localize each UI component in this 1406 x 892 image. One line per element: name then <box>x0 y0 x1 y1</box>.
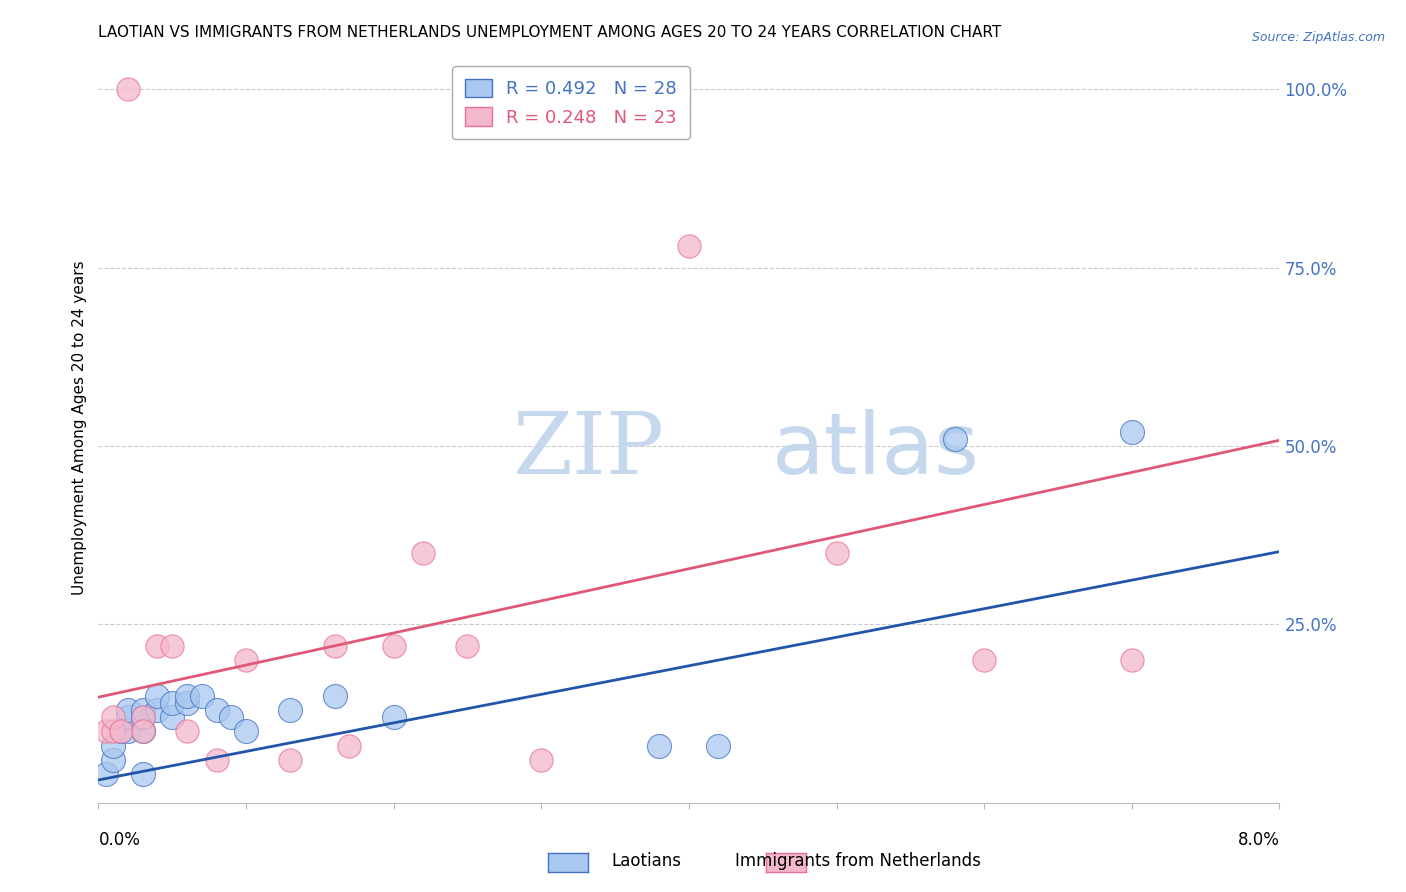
Text: Laotians: Laotians <box>612 852 682 870</box>
Legend: R = 0.492   N = 28, R = 0.248   N = 23: R = 0.492 N = 28, R = 0.248 N = 23 <box>453 66 689 139</box>
Point <box>337 739 360 753</box>
Point <box>132 724 155 739</box>
Point <box>103 753 124 767</box>
Point <box>943 432 966 446</box>
Text: ZIP: ZIP <box>512 409 664 492</box>
Text: Immigrants from Netherlands: Immigrants from Netherlands <box>735 852 980 870</box>
Point <box>110 724 132 739</box>
Point <box>530 753 553 767</box>
Point <box>382 710 405 724</box>
Point <box>117 724 139 739</box>
Point <box>412 546 434 560</box>
Point <box>176 724 198 739</box>
Point <box>103 724 124 739</box>
Point <box>117 710 139 724</box>
Point <box>146 689 169 703</box>
Text: atlas: atlas <box>772 409 980 492</box>
Point <box>278 753 301 767</box>
Point <box>117 82 139 96</box>
Point <box>132 767 155 781</box>
Point <box>146 703 169 717</box>
Point <box>323 689 346 703</box>
Point <box>94 724 117 739</box>
Point <box>205 753 228 767</box>
Point <box>323 639 346 653</box>
Point <box>973 653 995 667</box>
Text: 0.0%: 0.0% <box>98 831 141 849</box>
Point <box>235 724 257 739</box>
Point <box>456 639 478 653</box>
Point <box>94 767 117 781</box>
Point <box>278 703 301 717</box>
Point <box>132 724 155 739</box>
Point <box>103 710 124 724</box>
Point <box>176 689 198 703</box>
Point <box>132 710 155 724</box>
Point <box>117 703 139 717</box>
Point <box>132 703 155 717</box>
Point <box>110 724 132 739</box>
Point <box>205 703 228 717</box>
Point <box>103 739 124 753</box>
Point <box>219 710 242 724</box>
Point <box>707 739 730 753</box>
Point <box>1121 425 1143 439</box>
Text: Source: ZipAtlas.com: Source: ZipAtlas.com <box>1251 31 1385 45</box>
Point <box>825 546 848 560</box>
Text: 8.0%: 8.0% <box>1237 831 1279 849</box>
Point <box>648 739 671 753</box>
Point <box>191 689 214 703</box>
Point <box>176 696 198 710</box>
Point <box>235 653 257 667</box>
Point <box>1121 653 1143 667</box>
Point <box>162 710 183 724</box>
Point <box>162 696 183 710</box>
Point <box>678 239 700 253</box>
Point <box>382 639 405 653</box>
Y-axis label: Unemployment Among Ages 20 to 24 years: Unemployment Among Ages 20 to 24 years <box>72 260 87 596</box>
Point <box>132 710 155 724</box>
Point <box>162 639 183 653</box>
Point <box>146 639 169 653</box>
Text: LAOTIAN VS IMMIGRANTS FROM NETHERLANDS UNEMPLOYMENT AMONG AGES 20 TO 24 YEARS CO: LAOTIAN VS IMMIGRANTS FROM NETHERLANDS U… <box>98 25 1001 40</box>
